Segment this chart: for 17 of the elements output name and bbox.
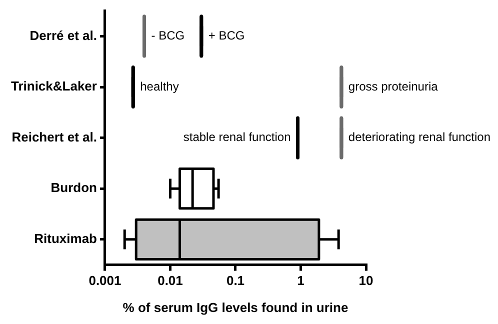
y-tick-label: Trinick&Laker bbox=[10, 78, 97, 94]
x-tick-label: 0.01 bbox=[158, 273, 183, 288]
annotation: - BCG bbox=[151, 28, 185, 43]
x-axis-title: % of serum IgG levels found in urine bbox=[122, 300, 348, 315]
x-tick-label: 0.001 bbox=[88, 273, 122, 288]
annotation: stable renal function bbox=[183, 130, 291, 144]
x-tick-label: 0.1 bbox=[226, 273, 245, 288]
x-tick-label: 10 bbox=[358, 273, 374, 288]
annotation: deteriorating renal function bbox=[348, 130, 491, 144]
y-tick-label: Reichert et al. bbox=[12, 129, 97, 144]
x-tick-label: 1 bbox=[297, 273, 304, 288]
y-tick-label: Derré et al. bbox=[30, 28, 97, 43]
y-tick-label: Burdon bbox=[50, 180, 98, 196]
annotation: healthy bbox=[140, 79, 179, 94]
y-tick-label: Rituximab bbox=[34, 230, 98, 246]
annotation: + BCG bbox=[208, 28, 245, 43]
annotation: gross proteinuria bbox=[348, 79, 438, 94]
